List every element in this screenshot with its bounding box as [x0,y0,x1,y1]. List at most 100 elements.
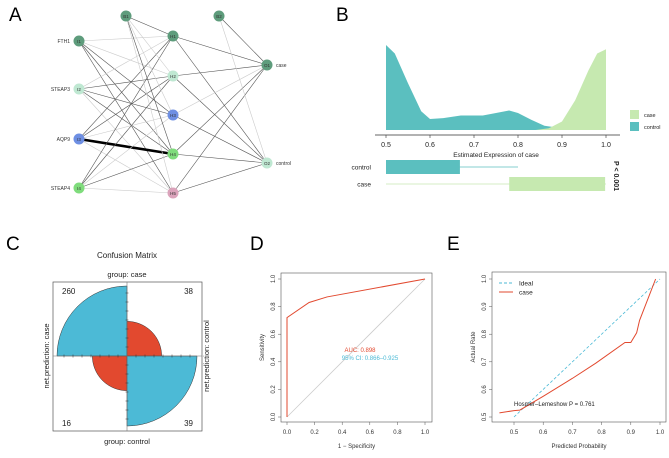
density-case [535,49,606,130]
x-tick-label: 1.0 [656,430,665,436]
boxplot-label: case [357,182,371,189]
panel-e-calibration: 0.5 0.5 0.6 0.6 0.7 0.7 0.8 0.8 0.9 0.9 1.0 1.0 Pred… [471,271,667,450]
cell-count: 260 [62,287,76,296]
x-tick-label: 0.7 [469,142,479,149]
x-tick-label: 0.8 [393,430,402,436]
y-tick-label: 0.8 [482,329,488,338]
x-tick-label: 0.5 [381,142,391,149]
network-node [261,157,273,169]
input-label: FTH1 [58,39,71,45]
right-label: net.prediction: control [202,320,211,392]
output-label: control [276,161,291,167]
node-label: H5 [170,191,176,196]
network-edge [172,153,268,164]
y-tick-label: 0.2 [271,385,277,394]
y-axis-label: Actual Rate [471,331,477,363]
network-edge [78,88,174,116]
network-edge [172,35,268,66]
legend-label: Ideal [519,281,534,288]
legend-swatch [630,122,639,131]
panel-b-density: 0.5 0.6 0.7 0.8 0.9 1.0 Estimated Expression o… [351,45,661,191]
network-edge [78,75,174,189]
node-label: H3 [170,113,176,118]
input-label: STEAP3 [51,87,70,93]
ci-label: 95% CI: 0.866–0.925 [342,356,399,362]
network-edge [218,15,268,164]
x-tick-label: 0.6 [539,430,548,436]
y-tick-label: 0.6 [271,329,277,338]
network-edge [78,35,174,42]
panel-label-a: A [9,5,22,26]
y-tick-label: 0.8 [271,302,277,311]
network-node [167,148,179,160]
x-axis-label: Predicted Probability [551,444,606,450]
y-tick-label: 0.7 [482,357,488,366]
node-label: O2 [264,161,271,166]
y-tick-label: 0.6 [482,385,488,394]
network-edge [172,64,268,77]
y-axis-label: Sensitivity [260,334,266,361]
x-tick-label: 0.2 [310,430,319,436]
network-edge [125,15,174,194]
x-tick-label: 0.0 [283,430,292,436]
plot-frame [491,271,667,423]
network-edge [78,114,174,140]
plot-frame [280,272,433,423]
quadrant-bottom-left [92,355,128,391]
legend-swatch [630,110,639,119]
boxplot-box [509,177,606,191]
input-label: STEAP4 [51,186,70,192]
panel-d-roc: 0.0 0.0 0.2 0.2 0.4 0.4 0.6 0.6 0.8 0.8 1.0 1.0 1 − … [260,272,433,450]
network-edge [78,75,174,140]
diagonal-reference [286,278,426,418]
input-label: AQP9 [57,137,71,143]
x-tick-label: 0.7 [568,430,577,436]
roc-curve [286,278,426,417]
network-node [167,30,179,42]
network-node [73,182,85,194]
x-tick-label: 0.8 [513,142,523,149]
x-axis-label: Estimated Expression of case [453,152,539,159]
network-edge [125,15,174,77]
network-edge [172,114,268,164]
network-node [213,10,225,22]
density-control [386,45,606,130]
x-tick-label: 0.6 [425,142,435,149]
network-node [73,83,85,95]
series-ideal [513,278,661,418]
network-edge [172,162,268,194]
network-node [120,10,132,22]
chart-title: Confusion Matrix [97,251,157,260]
network-edge [172,64,268,116]
legend-label: case [519,290,533,297]
top-label: group: case [107,270,146,279]
network-edge [125,15,174,116]
node-label: I4 [77,186,81,191]
y-tick-label: 1.0 [482,274,488,283]
panel-label-c: C [6,234,20,255]
boxplot-box [386,160,460,174]
node-label: I3 [77,137,81,142]
cell-count: 16 [62,419,71,428]
network-node [261,59,273,71]
panel-label-d: D [250,234,264,255]
y-tick-label: 0.0 [271,412,277,421]
network-edge [78,88,174,194]
network-edge [172,35,268,164]
x-tick-label: 0.4 [338,430,347,436]
quadrant-top-right [126,321,162,357]
x-tick-label: 0.9 [627,430,636,436]
network-edge [78,75,174,90]
node-label: H4 [170,152,176,157]
y-tick-label: 0.9 [482,302,488,311]
hosmer-lemeshow-label: Hosmer–Lemeshow P = 0.761 [514,402,595,408]
panel-label-e: E [447,234,460,255]
network-edge [125,15,174,37]
node-label: I2 [77,87,81,92]
panel-label-b: B [336,5,349,26]
node-label: H2 [170,74,176,79]
cell-count: 39 [184,419,193,428]
network-node [167,70,179,82]
y-tick-label: 1.0 [271,274,277,283]
